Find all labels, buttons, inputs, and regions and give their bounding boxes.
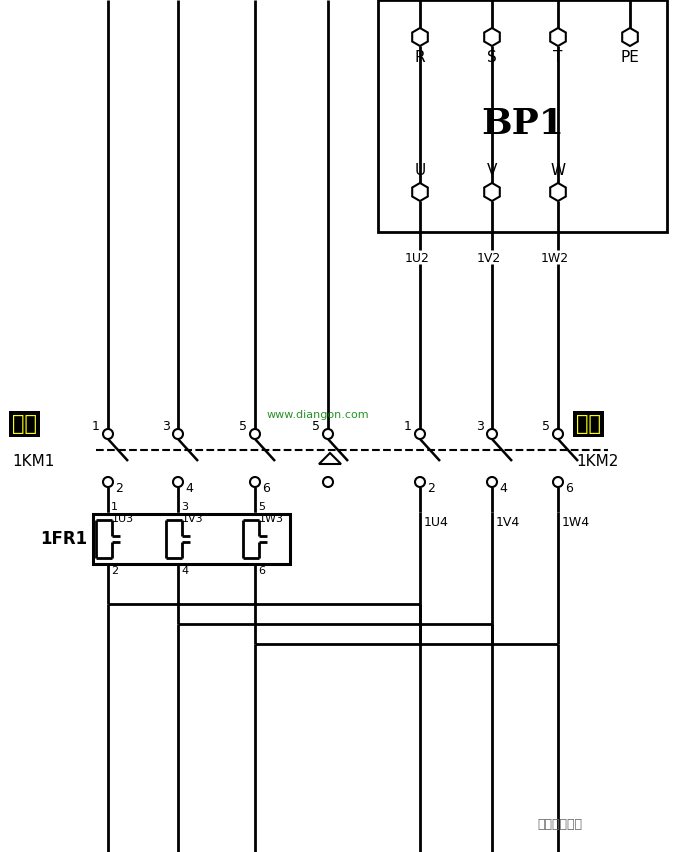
Text: R: R	[415, 50, 425, 65]
Text: 1KM1: 1KM1	[12, 454, 54, 469]
Bar	[378, 0, 667, 232]
Text: 3: 3	[476, 419, 484, 433]
Text: S: S	[487, 50, 497, 65]
Text: 4: 4	[181, 566, 188, 576]
Text: 5: 5	[542, 419, 550, 433]
Text: 6: 6	[258, 566, 265, 576]
Text: W: W	[550, 163, 565, 178]
Text: 1: 1	[92, 419, 100, 433]
Text: 2: 2	[427, 481, 435, 494]
Text: BP1: BP1	[481, 107, 564, 141]
Text: T: T	[553, 50, 563, 65]
Text: 2: 2	[115, 481, 123, 494]
Text: 4: 4	[499, 481, 507, 494]
Text: 5: 5	[258, 502, 265, 512]
Text: V: V	[487, 163, 497, 178]
Text: 1FR1: 1FR1	[40, 530, 87, 548]
Text: 1W4: 1W4	[562, 515, 590, 528]
Text: 6: 6	[565, 481, 573, 494]
Bar	[93, 514, 290, 564]
Text: 5: 5	[239, 419, 247, 433]
Text: 1V4: 1V4	[496, 515, 520, 528]
Text: 5: 5	[312, 419, 320, 433]
Text: 1KM2: 1KM2	[576, 454, 618, 469]
Text: 1V2: 1V2	[477, 252, 501, 265]
Text: 3: 3	[181, 502, 188, 512]
Text: 6: 6	[262, 481, 270, 494]
Text: 1U3: 1U3	[112, 514, 134, 524]
Text: PE: PE	[621, 50, 640, 65]
Text: 1W3: 1W3	[259, 514, 284, 524]
Text: 2: 2	[111, 566, 118, 576]
Text: 1U2: 1U2	[405, 252, 429, 265]
Text: 1: 1	[111, 502, 118, 512]
Text: 1V3: 1V3	[182, 514, 204, 524]
Text: 1: 1	[404, 419, 412, 433]
Text: 工频: 工频	[12, 414, 37, 434]
Text: 1W2: 1W2	[541, 252, 569, 265]
Text: 变频: 变频	[576, 414, 601, 434]
Text: U: U	[414, 163, 426, 178]
Text: 1U4: 1U4	[424, 515, 449, 528]
Text: www.diangon.com: www.diangon.com	[267, 410, 370, 420]
Text: 3: 3	[162, 419, 170, 433]
Text: 电工电气学习: 电工电气学习	[538, 818, 582, 831]
Text: 4: 4	[185, 481, 193, 494]
